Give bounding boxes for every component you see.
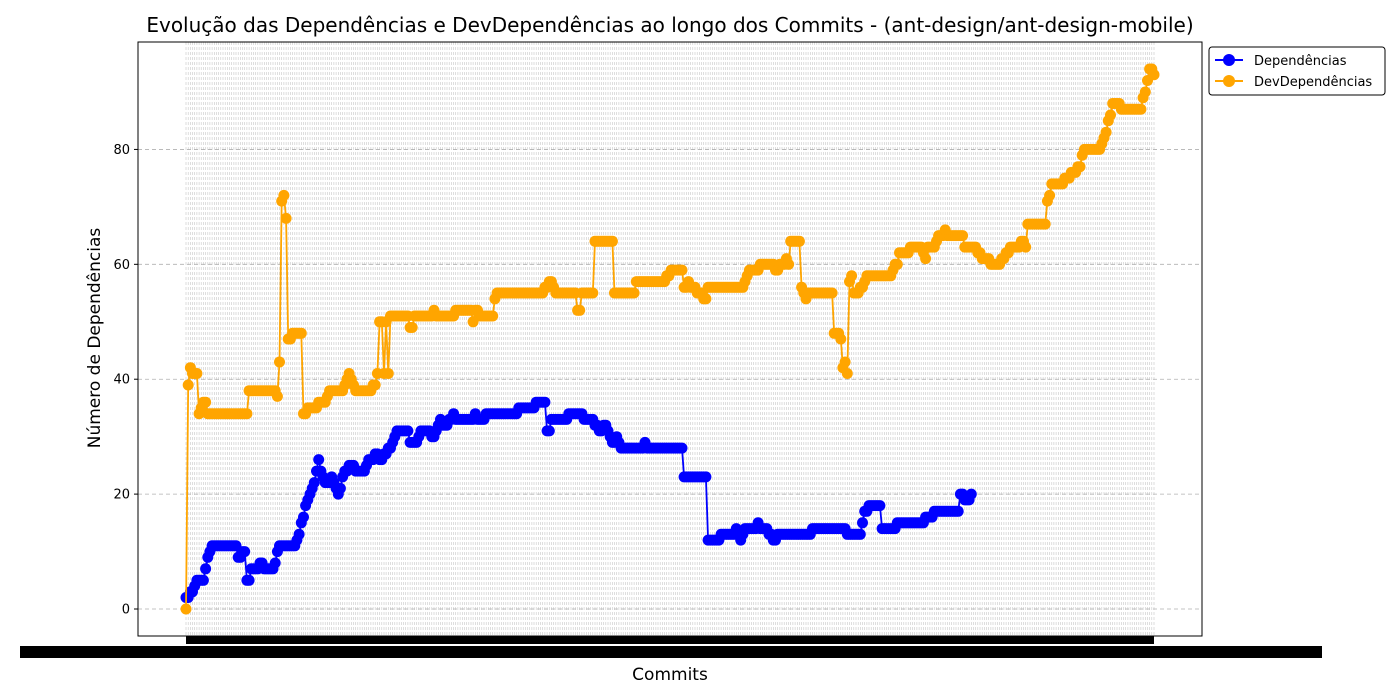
data-point — [487, 310, 499, 322]
data-point — [1100, 126, 1112, 138]
data-point — [308, 477, 320, 489]
data-point — [280, 212, 292, 224]
data-point — [676, 264, 688, 276]
data-point — [241, 408, 253, 420]
data-point — [243, 574, 255, 586]
data-point — [952, 505, 964, 517]
data-point — [1139, 86, 1151, 98]
data-point — [606, 235, 618, 247]
data-point — [700, 293, 712, 305]
legend-box — [1208, 46, 1386, 96]
data-point — [1105, 109, 1116, 121]
data-point — [269, 557, 281, 569]
data-point — [295, 327, 307, 339]
data-point — [826, 287, 838, 299]
data-point — [920, 253, 932, 265]
data-point — [1148, 69, 1160, 81]
data-point — [793, 235, 805, 247]
data-point — [180, 603, 192, 615]
legend-label-dependencias: Dependências — [1254, 54, 1347, 69]
legend-marker-devdependencias — [1223, 75, 1235, 87]
y-tick-label: 0 — [122, 603, 130, 618]
legend-label-devdependencias: DevDependências — [1254, 75, 1372, 90]
series-layer — [180, 63, 1160, 615]
data-point — [965, 488, 977, 500]
data-point — [278, 189, 290, 201]
data-point — [274, 356, 285, 368]
data-point — [200, 396, 212, 408]
data-point — [628, 287, 640, 299]
data-point — [406, 322, 418, 333]
data-point — [874, 500, 886, 512]
data-point — [1044, 189, 1056, 201]
legend: Dependências DevDependências — [1208, 46, 1386, 96]
data-point — [271, 390, 283, 402]
data-point — [200, 563, 212, 575]
legend-marker-dependencias — [1223, 54, 1235, 66]
data-point — [841, 368, 853, 379]
data-point — [574, 304, 586, 316]
data-point — [1135, 103, 1147, 115]
data-point — [891, 258, 903, 270]
chart-title: Evolução das Dependências e DevDependênc… — [146, 13, 1193, 37]
y-tick-label: 60 — [113, 258, 130, 273]
x-tick-labels-block — [20, 636, 1322, 658]
data-point — [313, 454, 325, 466]
data-point — [293, 528, 305, 540]
data-point — [182, 379, 194, 391]
data-point — [197, 574, 209, 586]
data-point — [543, 425, 555, 437]
data-point — [854, 528, 866, 540]
data-point — [846, 270, 858, 282]
data-point — [402, 425, 414, 437]
data-point — [539, 396, 551, 408]
data-point — [191, 368, 203, 379]
data-point — [298, 511, 309, 523]
plot-frame — [137, 41, 1203, 637]
data-point — [839, 356, 851, 368]
data-point — [1074, 161, 1086, 173]
x-tick-labels-overlapped — [20, 646, 1322, 658]
y-tick-label: 40 — [113, 373, 130, 388]
y-axis-label: Número de Dependências — [85, 228, 105, 449]
data-point — [382, 368, 394, 379]
data-point — [587, 287, 599, 299]
data-point — [334, 482, 346, 494]
y-axis-ticks: 0 20 40 60 80 — [113, 143, 138, 618]
series-devdependencias — [180, 63, 1160, 615]
data-point — [239, 546, 251, 558]
data-point — [1020, 241, 1032, 253]
data-point — [1039, 218, 1051, 230]
data-point — [783, 258, 795, 270]
data-point — [835, 333, 847, 345]
plot-area — [138, 42, 1202, 636]
plot-background — [138, 42, 1202, 636]
series-dependencias — [180, 396, 977, 603]
y-tick-label: 20 — [113, 488, 130, 503]
data-point — [676, 442, 688, 454]
x-axis-label: Commits — [632, 665, 708, 685]
data-point — [700, 471, 712, 483]
data-point — [957, 230, 969, 242]
data-point — [369, 379, 381, 391]
y-tick-label: 80 — [113, 143, 130, 158]
data-point — [857, 517, 868, 529]
x-ticks-marks — [186, 636, 1154, 644]
